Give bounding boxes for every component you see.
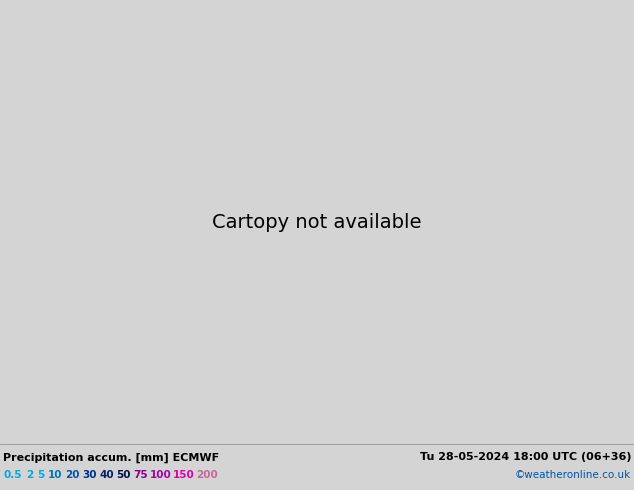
Text: 150: 150 [173,470,195,480]
Text: ©weatheronline.co.uk: ©weatheronline.co.uk [515,470,631,480]
Text: 0.5: 0.5 [3,470,22,480]
Text: 20: 20 [65,470,79,480]
Text: 75: 75 [133,470,148,480]
Text: 50: 50 [116,470,131,480]
Text: 2: 2 [26,470,33,480]
Text: Precipitation accum. [mm] ECMWF: Precipitation accum. [mm] ECMWF [3,452,219,463]
Text: 40: 40 [99,470,113,480]
Text: 5: 5 [37,470,44,480]
Text: 200: 200 [196,470,217,480]
Text: 30: 30 [82,470,96,480]
Text: 10: 10 [48,470,63,480]
Text: Cartopy not available: Cartopy not available [212,213,422,232]
Text: Tu 28-05-2024 18:00 UTC (06+36): Tu 28-05-2024 18:00 UTC (06+36) [420,452,631,463]
Text: 100: 100 [150,470,172,480]
